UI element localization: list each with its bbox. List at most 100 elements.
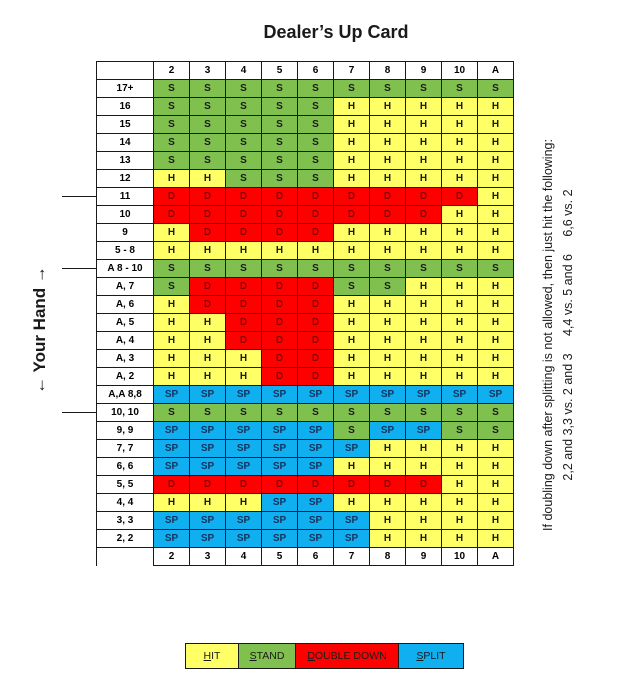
strategy-cell: SP [369,421,406,440]
legend-item: SPLIT [399,644,463,668]
strategy-cell: SP [477,385,514,404]
column-header-7: 7 [333,547,370,566]
column-header-9: 9 [405,61,442,80]
strategy-cell: H [333,367,370,386]
strategy-cell: D [225,331,262,350]
strategy-cell: H [369,151,406,170]
row-label: A, 7 [96,277,154,296]
strategy-cell: H [189,493,226,512]
strategy-cell: D [297,349,334,368]
corner-cell [96,547,154,566]
strategy-cell: D [225,313,262,332]
strategy-cell: S [297,259,334,278]
row-label: A, 6 [96,295,154,314]
strategy-cell: H [333,169,370,188]
strategy-cell: D [189,277,226,296]
strategy-cell: SP [153,439,190,458]
strategy-cell: S [441,403,478,422]
strategy-cell: SP [189,457,226,476]
strategy-cell: H [369,313,406,332]
strategy-cell: SP [441,385,478,404]
strategy-cell: H [405,457,442,476]
strategy-cell: H [153,493,190,512]
column-header-a: A [477,547,514,566]
row-label: 15 [96,115,154,134]
strategy-cell: SP [225,439,262,458]
strategy-cell: H [477,223,514,242]
strategy-cell: D [189,223,226,242]
strategy-cell: D [189,295,226,314]
strategy-cell: H [441,205,478,224]
strategy-cell: H [153,367,190,386]
hand-row: 16 S S S S S H H H H H [96,97,514,116]
strategy-cell: H [153,241,190,260]
header-row: 2 3 4 5 6 7 8 9 10 A [96,61,514,80]
strategy-cell: H [333,97,370,116]
row-label: 13 [96,151,154,170]
strategy-cell: S [153,403,190,422]
legend-label: IT [211,650,221,662]
strategy-cell: H [477,295,514,314]
strategy-cell: H [405,529,442,548]
hand-row: 13 S S S S S H H H H H [96,151,514,170]
strategy-cell: S [153,151,190,170]
hand-row: 3, 3 SP SP SP SP SP SP H H H H [96,511,514,530]
strategy-cell: SP [225,457,262,476]
strategy-cell: H [369,241,406,260]
legend-label: PLIT [423,650,446,662]
strategy-cell: H [441,295,478,314]
hand-row: 9, 9 SP SP SP SP SP S SP SP S S [96,421,514,440]
strategy-cell: D [333,205,370,224]
strategy-cell: H [189,241,226,260]
strategy-cell: H [441,457,478,476]
strategy-cell: S [261,259,298,278]
strategy-cell: H [369,457,406,476]
column-header-6: 6 [297,547,334,566]
row-label: 9 [96,223,154,242]
strategy-cell: SP [153,457,190,476]
strategy-cell: D [189,187,226,206]
strategy-cell: S [261,97,298,116]
strategy-cell: H [405,97,442,116]
strategy-cell: D [261,187,298,206]
strategy-cell: H [477,511,514,530]
strategy-cell: S [441,259,478,278]
hand-row: A 8 - 10 S S S S S S S S S S [96,259,514,278]
strategy-cell: H [189,169,226,188]
strategy-cell: S [369,259,406,278]
strategy-cell: H [405,169,442,188]
strategy-cell: D [297,187,334,206]
strategy-cell: D [261,205,298,224]
strategy-cell: H [477,475,514,494]
strategy-cell: D [297,205,334,224]
strategy-cell: H [261,241,298,260]
strategy-cell: SP [297,421,334,440]
strategy-cell: H [153,295,190,314]
strategy-cell: H [441,511,478,530]
strategy-cell: H [333,349,370,368]
strategy-cell: H [441,493,478,512]
strategy-cell: D [261,367,298,386]
strategy-cell: D [297,223,334,242]
strategy-cell: S [261,133,298,152]
strategy-cell: SP [261,457,298,476]
strategy-cell: SP [333,385,370,404]
strategy-cell: H [405,133,442,152]
strategy-cell: S [153,259,190,278]
strategy-cell: H [369,331,406,350]
strategy-cell: S [333,421,370,440]
strategy-cell: S [297,97,334,116]
row-label: 5, 5 [96,475,154,494]
strategy-cell: H [477,367,514,386]
column-header-7: 7 [333,61,370,80]
strategy-cell: H [369,295,406,314]
strategy-cell: D [333,475,370,494]
strategy-cell: S [225,115,262,134]
strategy-cell: H [405,493,442,512]
strategy-cell: H [189,349,226,368]
strategy-cell: H [441,97,478,116]
